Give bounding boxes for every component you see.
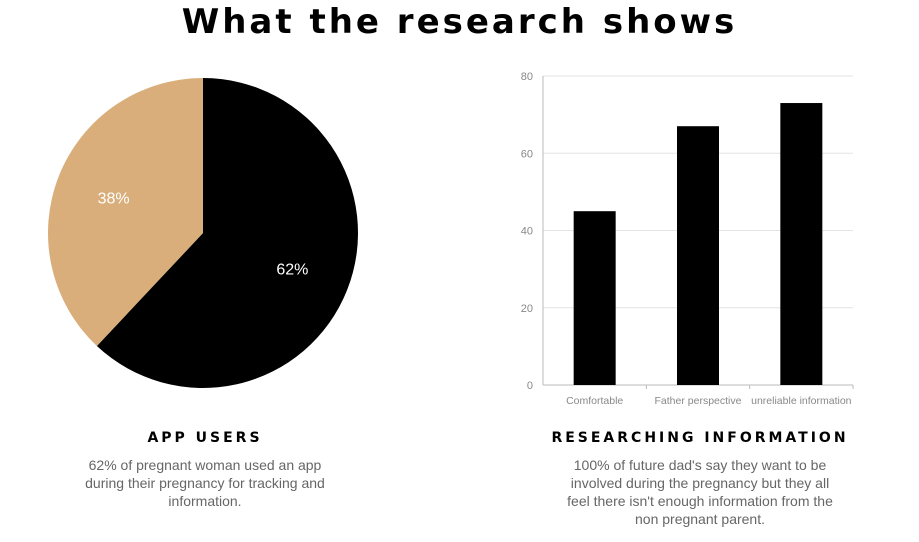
researching-text: 100% of future dad's say they want to be… <box>567 457 833 527</box>
y-tick-label: 80 <box>521 71 533 83</box>
x-tick-label: Father perspective <box>655 395 742 407</box>
y-tick-label: 0 <box>527 380 533 392</box>
y-tick-label: 40 <box>521 226 533 238</box>
bar <box>573 211 616 385</box>
pie-slice <box>96 78 358 388</box>
app-users-heading: APP USERS <box>147 430 263 446</box>
researching-heading: RESEARCHING INFORMATION <box>551 430 849 446</box>
pie-slice-label: 38% <box>98 191 130 208</box>
bar <box>677 126 719 386</box>
pie-slice-label: 62% <box>276 261 308 278</box>
app-users-text: 62% of pregnant woman used an app during… <box>85 457 325 509</box>
x-tick-label: unreliable information <box>751 395 852 407</box>
y-tick-label: 20 <box>521 303 533 315</box>
page-title: What the research shows <box>181 2 738 42</box>
y-tick-label: 60 <box>521 148 533 160</box>
pie-slice <box>47 78 203 346</box>
x-tick-label: Comfortable <box>566 395 623 407</box>
bar <box>780 103 823 385</box>
